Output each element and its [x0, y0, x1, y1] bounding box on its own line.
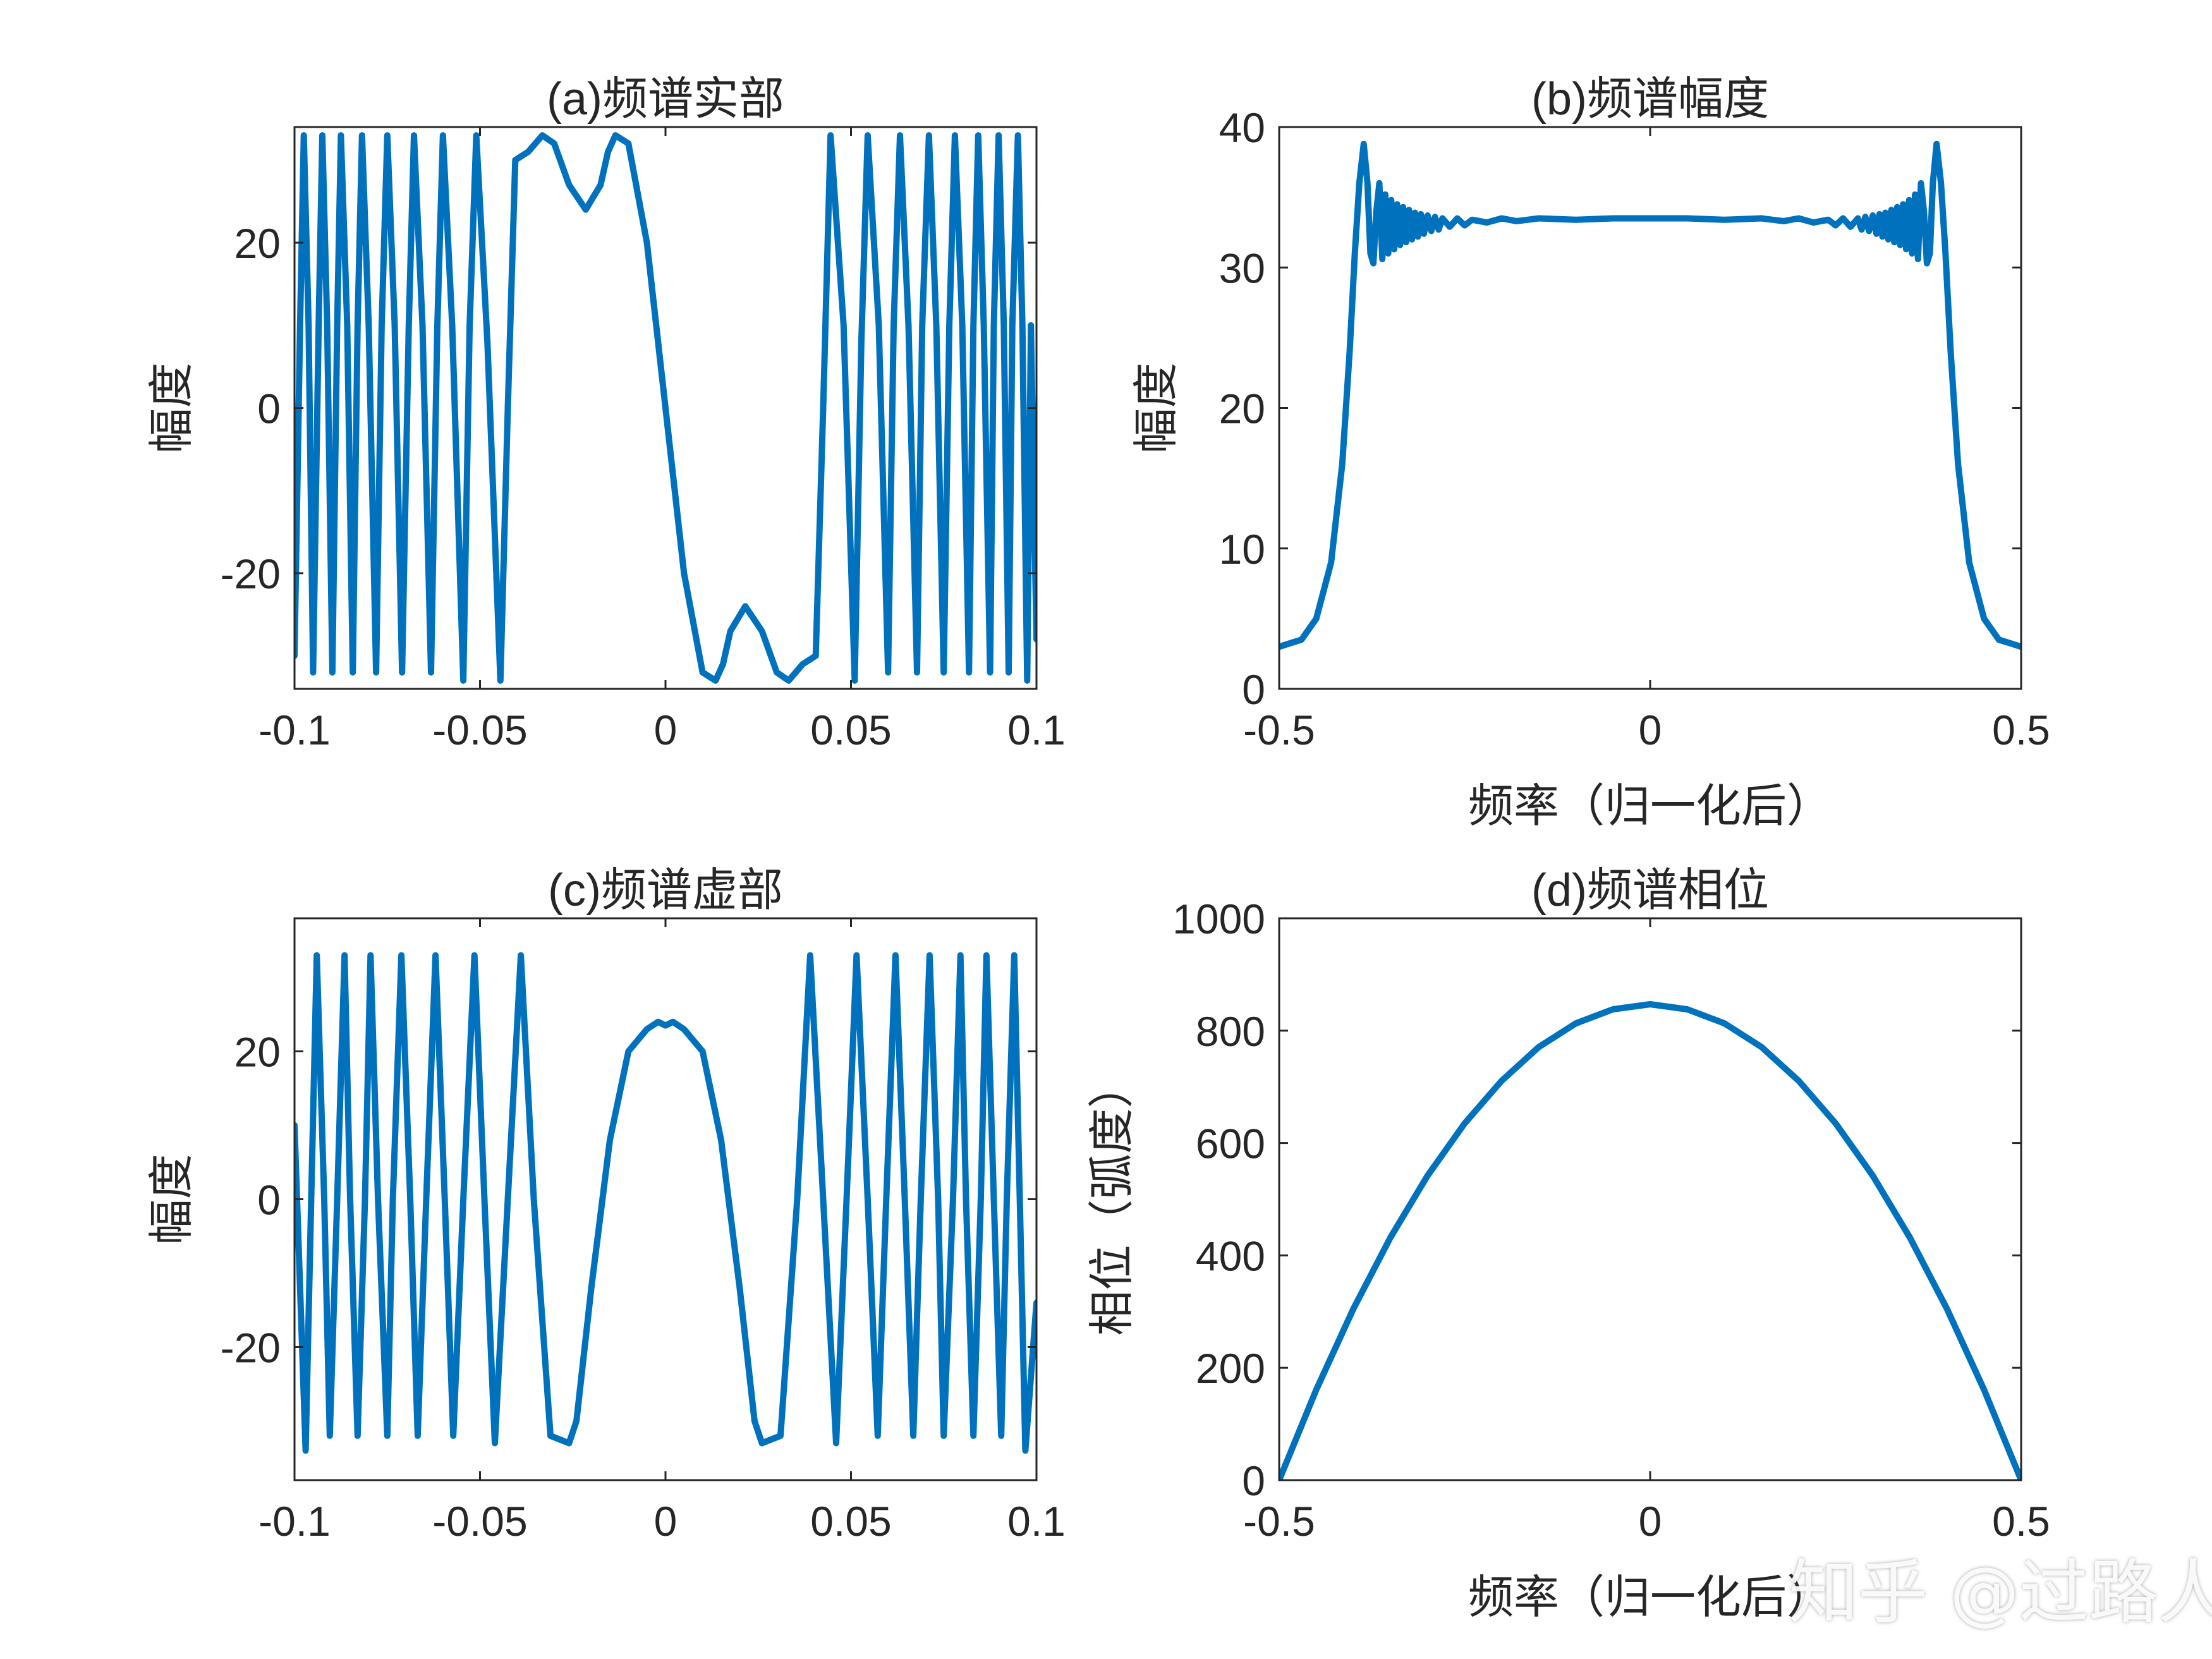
x-tick-label-b-2: 0.5	[1992, 707, 2050, 753]
series-line-a-0	[295, 132, 1036, 684]
series-line-d-0	[1279, 1001, 2021, 1480]
x-tick-label-d-2: 0.5	[1992, 1498, 2050, 1545]
y-tick-label-c-1: 0	[257, 1177, 281, 1224]
y-tick-label-b-2: 20	[1219, 386, 1265, 432]
y-tick-label-a-1: 0	[257, 386, 281, 432]
x-tick-label-a-1: -0.05	[432, 707, 527, 753]
y-axis-label-d: 相位（弧度）	[1087, 1062, 1138, 1335]
y-tick-label-c-0: -20	[221, 1324, 281, 1371]
x-tick-label-c-3: 0.05	[810, 1498, 891, 1545]
x-tick-label-a-3: 0.05	[810, 707, 891, 753]
chart-title-c: (c)频谱虚部	[548, 865, 783, 916]
y-tick-label-d-0: 0	[1242, 1457, 1265, 1504]
y-tick-label-b-1: 10	[1219, 526, 1265, 573]
y-tick-label-d-1: 200	[1196, 1345, 1265, 1392]
x-axis-label-b: 频率（归一化后）	[1468, 781, 1832, 832]
x-tick-label-c-2: 0	[654, 1498, 678, 1545]
y-tick-label-b-3: 30	[1219, 245, 1265, 291]
x-tick-label-d-0: -0.5	[1243, 1498, 1315, 1545]
chart-title-a: (a)频谱实部	[547, 74, 784, 125]
y-tick-label-d-2: 400	[1196, 1232, 1265, 1279]
y-tick-label-d-3: 600	[1196, 1121, 1265, 1167]
y-tick-label-c-2: 20	[234, 1029, 281, 1076]
chart-title-d: (d)频谱相位	[1531, 865, 1769, 916]
x-tick-label-b-1: 0	[1639, 707, 1662, 753]
chart-d: -0.5 0 0.502004006008001000(d)频谱相位频率（归一化后）…	[1087, 865, 2050, 1623]
y-tick-label-d-4: 800	[1196, 1008, 1265, 1055]
y-tick-label-d-5: 1000	[1172, 896, 1265, 942]
x-tick-label-a-2: 0	[654, 707, 678, 753]
y-tick-label-b-4: 40	[1219, 104, 1265, 151]
x-axis-label-d: 频率（归一化后）	[1468, 1572, 1832, 1623]
x-tick-label-d-1: 0	[1639, 1498, 1662, 1545]
watermark-text: 知乎 @过路人	[1789, 1552, 2212, 1633]
y-tick-label-a-2: 20	[234, 220, 281, 267]
series-line-c-0	[295, 952, 1036, 1454]
x-tick-label-c-1: -0.05	[432, 1498, 527, 1545]
series-line-b-0	[1279, 140, 2021, 650]
x-tick-label-a-4: 0.1	[1007, 707, 1066, 753]
y-tick-label-b-0: 0	[1242, 666, 1265, 713]
y-axis-label-c: 幅度	[147, 1153, 197, 1244]
y-axis-label-a: 幅度	[147, 362, 197, 453]
chart-title-b: (b)频谱幅度	[1531, 74, 1769, 125]
y-axis-label-b: 幅度	[1131, 362, 1182, 453]
x-tick-label-c-4: 0.1	[1007, 1498, 1066, 1545]
x-tick-label-a-0: -0.1	[258, 707, 331, 753]
y-tick-label-a-0: -20	[221, 550, 281, 597]
x-tick-label-b-0: -0.5	[1243, 707, 1315, 753]
x-tick-label-c-0: -0.1	[258, 1498, 331, 1545]
